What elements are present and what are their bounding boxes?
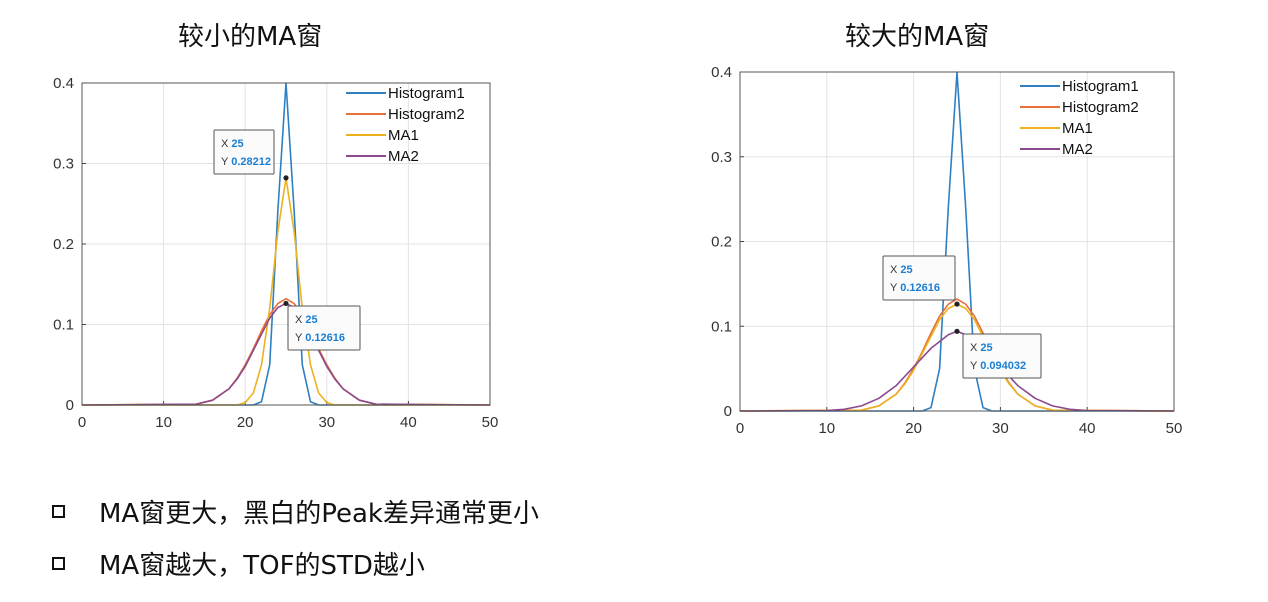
y-tick-label: 0: [724, 403, 732, 420]
datatip-x-value: 25: [900, 264, 912, 276]
bullet-item-1: MA窗更大，黑白的Peak差异通常更小: [52, 493, 539, 530]
y-tick-label: 0.4: [711, 64, 732, 81]
legend-label: Histogram2: [388, 106, 465, 123]
datatip-marker: [283, 175, 289, 181]
axes-box: [739, 71, 1175, 412]
datatip-x-label: X 25: [295, 314, 318, 326]
datatip-y-label: Y 0.28212: [221, 156, 271, 168]
y-tick-label: 0.3: [53, 156, 74, 173]
chart-title-right: 较大的MA窗: [845, 22, 990, 52]
chart-right: 0 10 20 30 40 50 0 0.1 0.2 0.3 0.4 Histogram1 Histog…: [711, 64, 1182, 437]
legend-label: Histogram1: [388, 85, 465, 102]
legend-label: MA2: [388, 148, 419, 165]
x-tick-label: 50: [1166, 420, 1183, 437]
datatip[interactable]: X 25 Y 0.12616: [882, 255, 960, 307]
bullet-square-icon: [52, 505, 65, 518]
x-tick-label: 40: [1079, 420, 1096, 437]
bullet-text-2: MA窗越大，TOF的STD越小: [99, 551, 425, 581]
bullet-text-1: MA窗更大，黑白的Peak差异通常更小: [99, 499, 539, 529]
x-tick-label: 20: [905, 420, 922, 437]
x-tick-label: 30: [318, 414, 335, 431]
datatip-x-label: X 25: [890, 264, 913, 276]
datatip-x-label: X 25: [970, 342, 993, 354]
datatip-box: [213, 129, 275, 175]
datatip-marker: [954, 301, 960, 307]
y-tick-label: 0.1: [53, 317, 74, 334]
x-tick-label: 10: [818, 420, 835, 437]
chart-title-left: 较小的MA窗: [178, 22, 323, 52]
y-tick-label: 0.1: [711, 318, 732, 335]
legend-label: MA2: [1062, 141, 1093, 158]
y-tick-label: 0.2: [711, 234, 732, 251]
legend-label: MA1: [388, 127, 419, 144]
axes-box: [81, 82, 491, 406]
x-tick-label: 0: [736, 420, 744, 437]
datatip[interactable]: X 25 Y 0.094032: [954, 328, 1042, 379]
bullet-square-icon: [52, 557, 65, 570]
x-tick-label: 50: [482, 414, 499, 431]
datatip-marker: [283, 300, 289, 307]
y-tick-label: 0.2: [53, 236, 74, 253]
x-tick-label: 10: [155, 414, 172, 431]
y-tick-label: 0.3: [711, 149, 732, 166]
bullet-item-2: MA窗越大，TOF的STD越小: [52, 545, 425, 582]
datatip-x-value: 25: [305, 314, 317, 326]
datatip-marker: [954, 328, 960, 334]
legend-label: MA1: [1062, 120, 1093, 137]
legend-label: Histogram2: [1062, 99, 1139, 116]
datatip-box: [962, 333, 1042, 379]
datatip-y-value: 0.12616: [305, 332, 345, 344]
y-tick-label: 0.4: [53, 75, 74, 92]
x-tick-label: 40: [400, 414, 417, 431]
datatip-y-value: 0.12616: [900, 282, 940, 294]
datatip-y-label: Y 0.12616: [295, 332, 345, 344]
datatip-y-label: Y 0.12616: [890, 282, 940, 294]
datatip-box: [882, 255, 956, 301]
x-tick-label: 30: [992, 420, 1009, 437]
y-tick-label: 0: [66, 397, 74, 414]
x-tick-label: 20: [237, 414, 254, 431]
datatip-box: [287, 305, 361, 351]
legend-label: Histogram1: [1062, 78, 1139, 95]
datatip[interactable]: X 25 Y 0.28212: [213, 129, 289, 181]
chart-left: 0 10 20 30 40 50 0 0.1 0.2 0.3 0.4 Histogram1 Histog…: [53, 75, 498, 431]
datatip-x-value: 25: [980, 342, 992, 354]
datatip-y-value: 0.094032: [980, 360, 1026, 372]
datatip-y-label: Y 0.094032: [970, 360, 1026, 372]
datatip-y-value: 0.28212: [231, 156, 271, 168]
datatip-x-value: 25: [231, 138, 243, 150]
datatip-x-label: X 25: [221, 138, 244, 150]
datatip[interactable]: X 25 Y 0.12616: [283, 300, 361, 351]
x-tick-label: 0: [78, 414, 86, 431]
